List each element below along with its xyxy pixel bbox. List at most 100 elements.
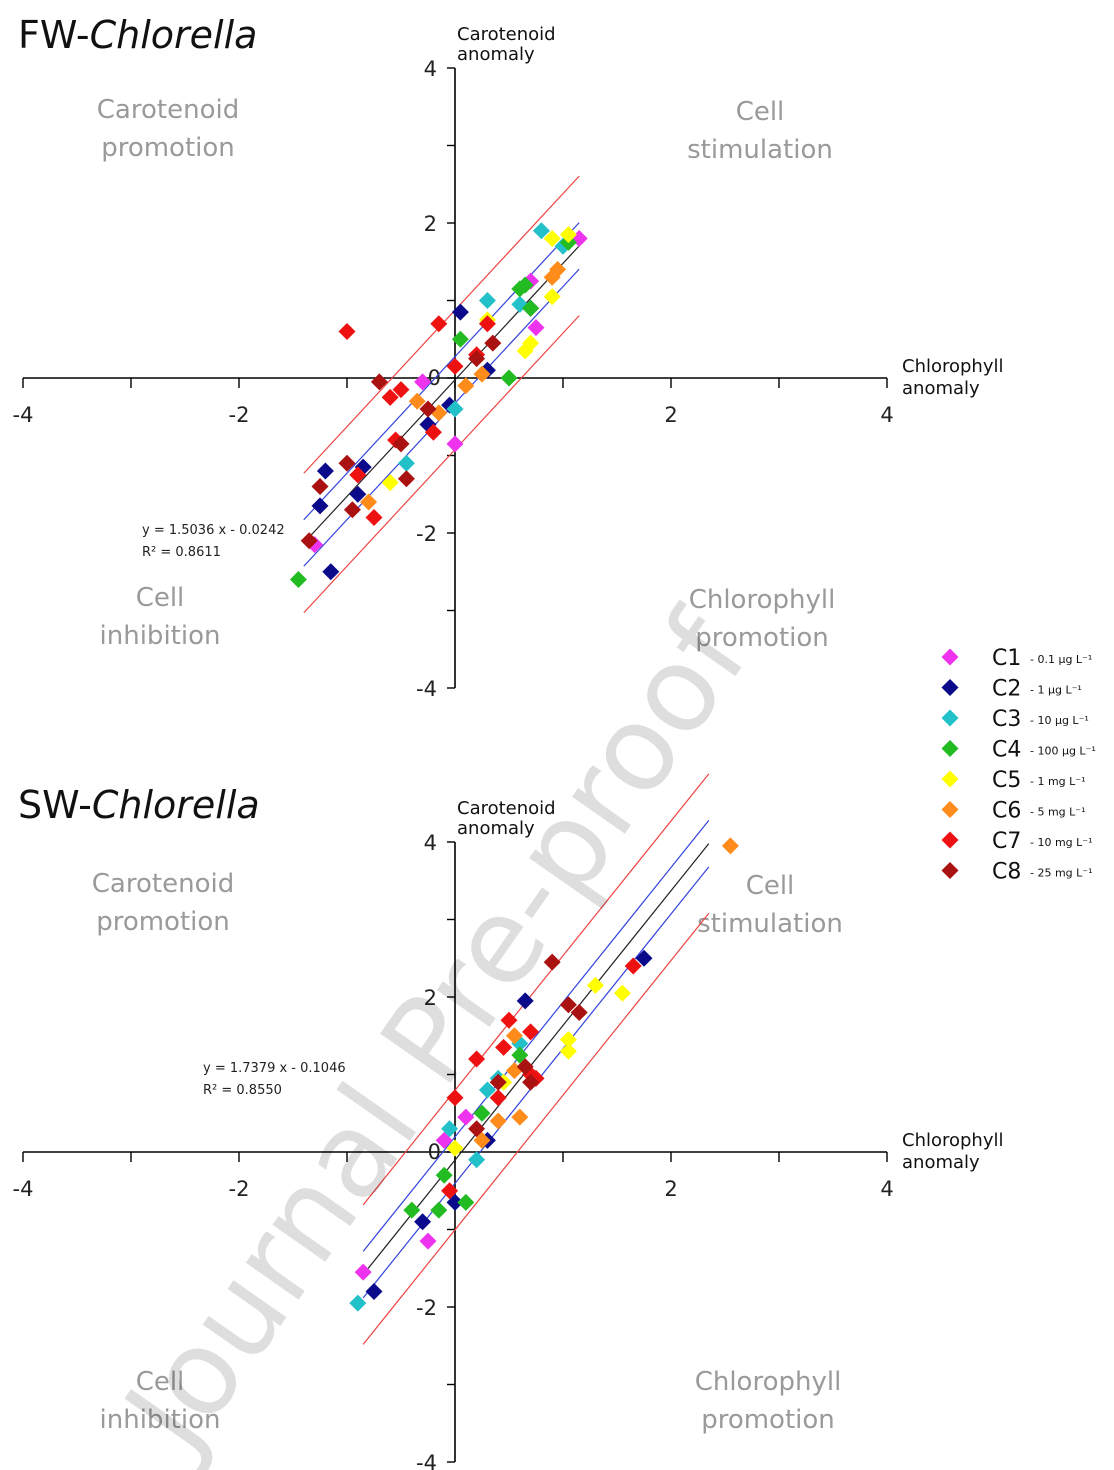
quadrant-label-top-left: promotion (101, 133, 235, 163)
quadrant-label-top-left: promotion (96, 907, 230, 937)
quadrant-label-bottom-left: inhibition (100, 1405, 221, 1435)
data-point-c8 (522, 1073, 540, 1091)
panel-title-italic: Chlorella (92, 783, 260, 827)
data-point-c8 (338, 454, 356, 472)
data-point-c4 (522, 299, 540, 317)
legend-conc-c5: - 1 mg L⁻¹ (1030, 775, 1086, 788)
data-point-c7 (495, 1038, 513, 1056)
data-point-c4 (403, 1201, 421, 1219)
x-axis-title-line1: Chlorophyll (902, 1130, 1004, 1151)
data-point-c1 (354, 1263, 372, 1281)
data-point-c7 (489, 1089, 507, 1107)
data-point-c5 (559, 1042, 577, 1060)
x-axis-title-line2: anomaly (902, 1152, 980, 1173)
confidence-band-upper (362, 819, 710, 1252)
quadrant-label-bottom-left: Cell (136, 583, 185, 613)
regression-r2: R² = 0.8550 (203, 1083, 282, 1098)
y-tick-label: 4 (424, 57, 437, 81)
y-tick-label: -4 (416, 1451, 437, 1470)
origin-label: 0 (428, 366, 441, 390)
data-point-c5 (543, 288, 561, 306)
quadrant-label-bottom-left: Cell (136, 1367, 185, 1397)
data-point-c8 (392, 435, 410, 453)
data-point-c4 (430, 1201, 448, 1219)
data-point-c3 (478, 1081, 496, 1099)
legend-marker-c4 (941, 740, 959, 757)
legend-conc-c3: - 10 μg L⁻¹ (1030, 714, 1089, 727)
data-point-c8 (543, 953, 561, 971)
legend-marker-c3 (941, 709, 959, 727)
data-point-c2 (446, 1193, 464, 1211)
data-point-c7 (446, 1089, 464, 1107)
legend-code-c6: C6 (992, 799, 1021, 824)
quadrant-label-top-right: Cell (746, 871, 795, 901)
x-tick-label: 4 (880, 1177, 893, 1201)
quadrant-label-top-left: Carotenoid (97, 95, 239, 125)
confidence-band-upper (303, 222, 580, 521)
data-point-c4 (511, 1046, 529, 1064)
data-point-c7 (430, 315, 448, 333)
data-point-c8 (343, 501, 361, 519)
data-point-c8 (516, 1058, 534, 1076)
x-tick-label: 2 (664, 1177, 677, 1201)
quadrant-label-bottom-right: promotion (695, 623, 829, 653)
data-point-c7 (446, 357, 464, 375)
legend-conc-c8: - 25 mg L⁻¹ (1030, 867, 1093, 880)
data-point-c5 (559, 226, 577, 244)
legend-marker-c1 (941, 648, 959, 666)
data-point-c7 (392, 381, 410, 399)
regression-equation: y = 1.7379 x - 0.1046 (203, 1061, 346, 1076)
legend-marker-c6 (941, 801, 959, 818)
data-point-c1 (419, 1232, 437, 1250)
data-point-c2 (451, 303, 469, 321)
data-point-c6 (457, 377, 475, 395)
quadrant-label-bottom-right: promotion (701, 1405, 835, 1435)
regression-equation: y = 1.5036 x - 0.0242 (142, 523, 285, 538)
x-tick-label: 4 (880, 403, 893, 427)
y-axis-title-line1: Carotenoid (457, 24, 556, 45)
data-point-c7 (338, 323, 356, 340)
data-point-c4 (516, 276, 534, 294)
x-axis-title-line2: anomaly (902, 378, 980, 399)
data-point-c6 (505, 1027, 523, 1045)
legend-marker-c5 (941, 770, 959, 788)
data-point-c2 (311, 497, 329, 515)
y-tick-label: -2 (416, 1296, 437, 1320)
data-point-c3 (532, 222, 550, 240)
data-point-c4 (435, 1166, 453, 1184)
quadrant-label-top-right: Cell (736, 97, 785, 127)
data-point-c4 (457, 1193, 475, 1211)
data-point-c6 (360, 493, 378, 511)
data-point-c2 (365, 1283, 383, 1300)
panel-title-prefix: SW- (18, 783, 92, 827)
data-point-c8 (570, 1004, 588, 1021)
data-point-c2 (516, 992, 534, 1010)
data-point-c7 (424, 423, 442, 441)
data-point-c6 (473, 1131, 491, 1149)
legend-conc-c7: - 10 mg L⁻¹ (1030, 836, 1093, 849)
y-tick-label: -4 (416, 677, 437, 701)
data-point-c7 (478, 315, 496, 333)
legend-code-c7: C7 (992, 829, 1021, 854)
data-point-c8 (397, 470, 415, 488)
data-point-c4 (500, 369, 518, 387)
y-tick-label: 2 (424, 986, 437, 1010)
data-point-c6 (473, 365, 491, 383)
data-point-c3 (478, 292, 496, 309)
legend-conc-c2: - 1 μg L⁻¹ (1030, 684, 1082, 697)
data-point-c6 (721, 837, 739, 855)
legend-marker-c8 (941, 862, 959, 879)
legend-conc-c1: - 0.1 μg L⁻¹ (1030, 653, 1092, 666)
data-point-c6 (489, 1112, 507, 1130)
data-point-c7 (349, 466, 367, 484)
x-tick-label: -2 (229, 403, 250, 427)
data-point-c3 (397, 454, 415, 472)
y-axis-title-line1: Carotenoid (457, 798, 556, 819)
data-point-c3 (468, 1151, 486, 1169)
data-point-c5 (516, 342, 534, 360)
data-point-c7 (624, 957, 642, 975)
data-point-c1 (435, 1131, 453, 1149)
legend-conc-c4: - 100 μg L⁻¹ (1030, 745, 1096, 758)
data-point-c8 (311, 478, 329, 495)
